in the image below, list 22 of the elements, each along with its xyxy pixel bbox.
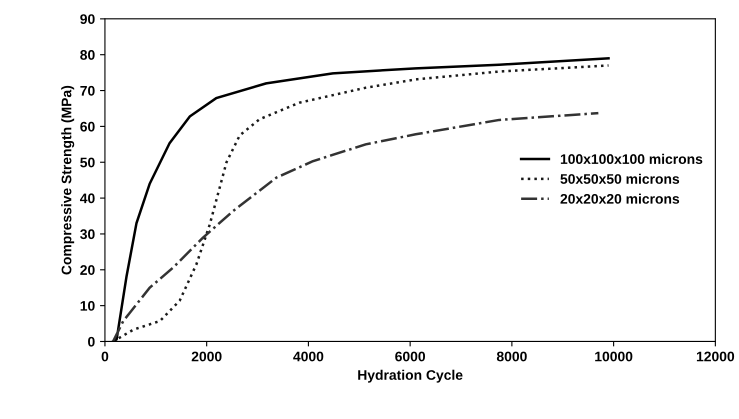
- x-axis-title: Hydration Cycle: [358, 370, 463, 383]
- y-tick-label: 60: [80, 122, 95, 132]
- legend-label: 20x20x20 microns: [560, 194, 680, 204]
- y-tick-label: 30: [80, 229, 95, 240]
- x-tick-label: 0: [102, 352, 108, 362]
- legend-label: 50x50x50 microns: [560, 174, 680, 184]
- y-tick-label: 10: [80, 300, 95, 311]
- y-tick-label: 50: [80, 158, 95, 168]
- y-axis-title: Compressive Strength (MPa): [61, 86, 74, 275]
- y-tick-label: 40: [80, 193, 95, 204]
- y-tick-label: 90: [80, 14, 95, 24]
- y-tick-label: 70: [80, 86, 95, 96]
- x-tick-label: 10000: [595, 352, 632, 362]
- legend-label: 100x100x100 microns: [560, 154, 702, 164]
- x-tick-label: 4000: [293, 352, 324, 362]
- y-tick-label: 20: [80, 265, 95, 275]
- x-tick-label: 8000: [496, 352, 527, 362]
- x-tick-label: 12000: [696, 352, 734, 362]
- x-tick-label: 6000: [395, 352, 426, 362]
- y-tick-label: 0: [88, 336, 95, 347]
- y-tick-label: 80: [80, 50, 95, 60]
- x-tick-label: 2000: [192, 352, 222, 362]
